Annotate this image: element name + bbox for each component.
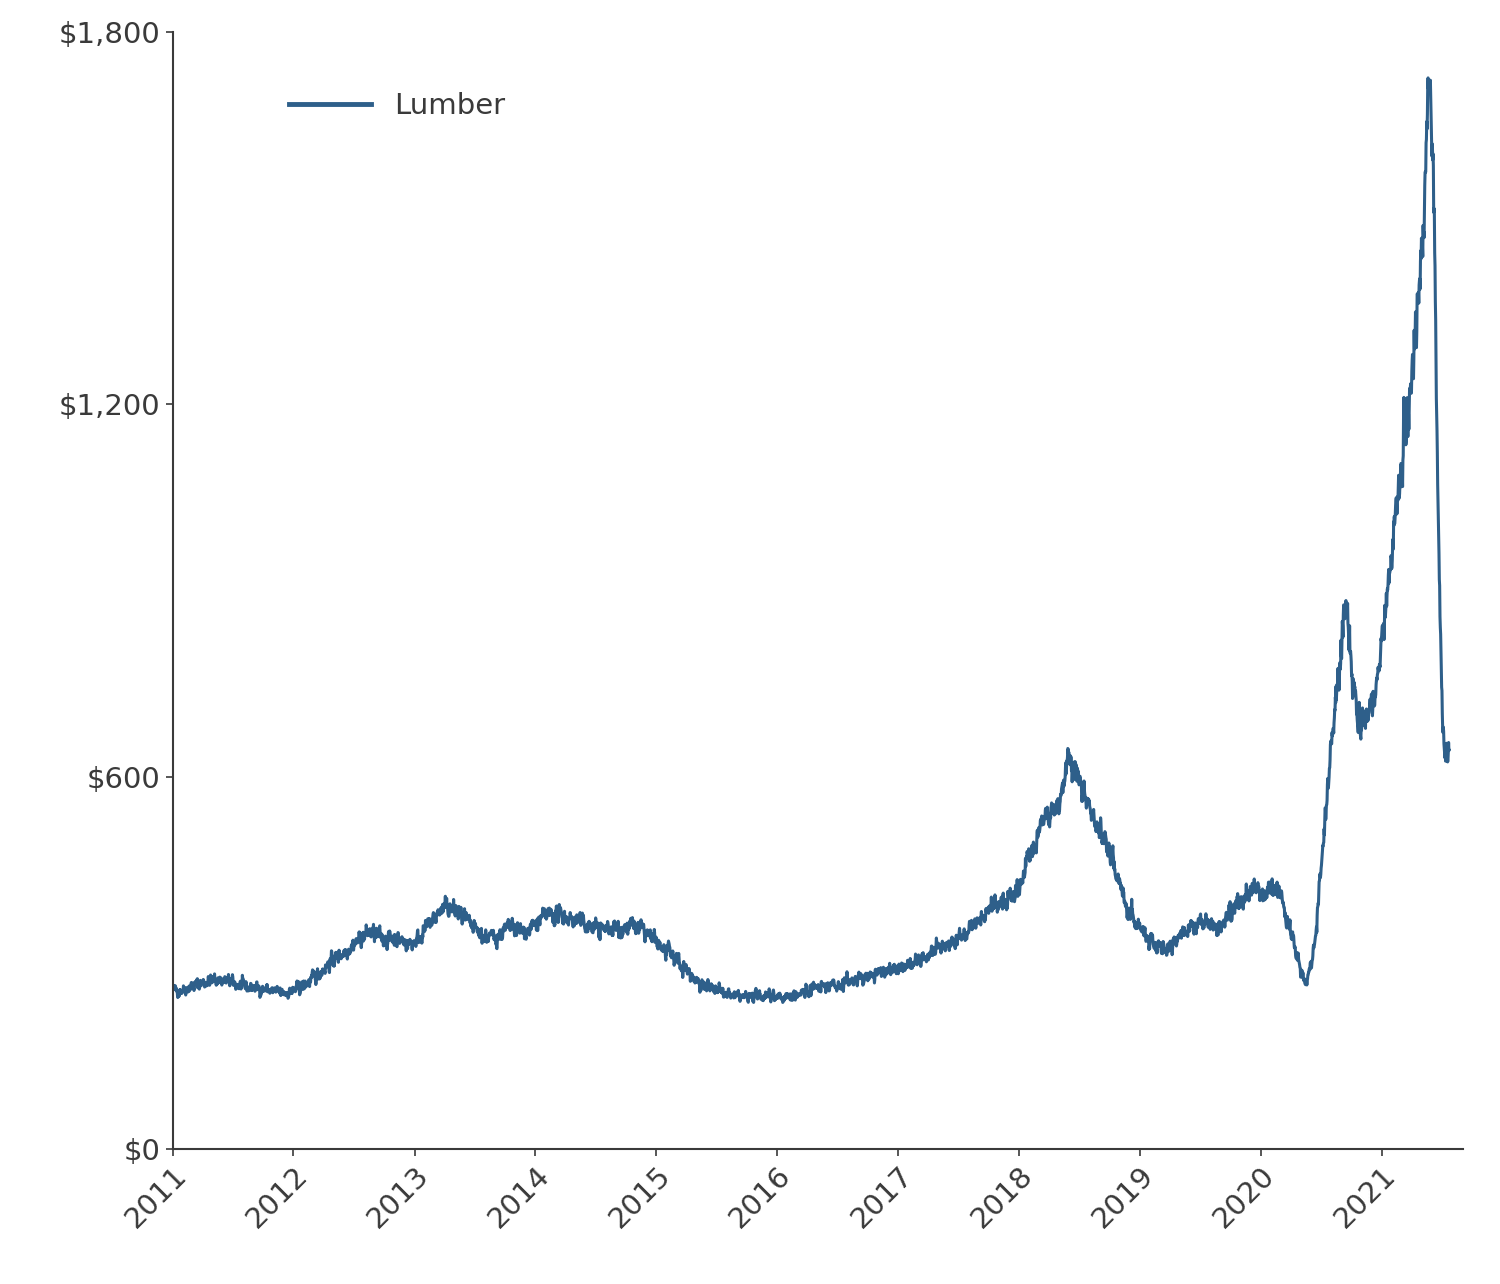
Legend: Lumber: Lumber (278, 80, 518, 131)
